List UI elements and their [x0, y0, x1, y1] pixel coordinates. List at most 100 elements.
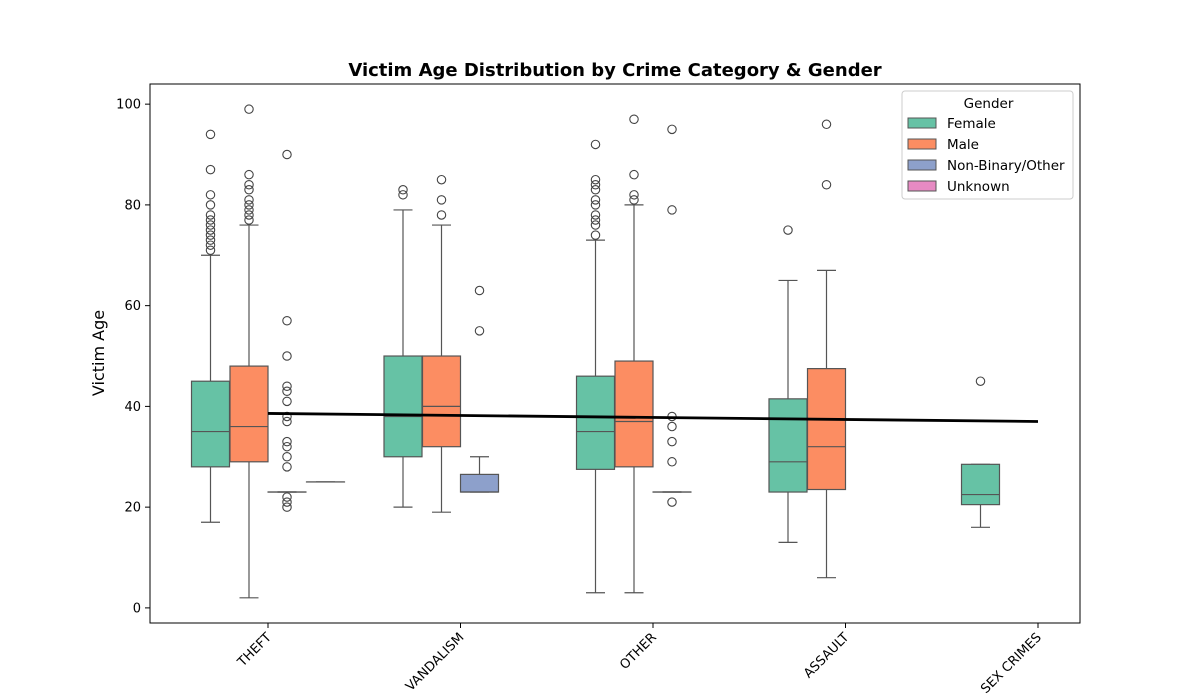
outlier-point [282, 441, 292, 452]
outlier-point [205, 225, 216, 235]
iqr-box [421, 355, 462, 448]
outlier-point [244, 215, 254, 225]
outlier-point [667, 497, 677, 507]
outlier-point [590, 210, 601, 220]
box-male-other [614, 114, 654, 594]
outlier-point [667, 421, 677, 432]
iqr-box [806, 368, 847, 491]
box-non-binary-other-other [652, 124, 692, 507]
y-tick-label: 80 [124, 198, 141, 213]
outlier-point [667, 436, 677, 447]
iqr-box [229, 365, 269, 463]
box-non-binary-other-theft [267, 149, 307, 512]
outlier-point [629, 195, 639, 205]
legend-swatch-non-binary-other [907, 159, 937, 171]
outlier-point [282, 462, 292, 472]
outlier-point [282, 149, 292, 160]
outlier-point [590, 230, 601, 240]
outlier-point [436, 210, 447, 220]
outlier-point [282, 416, 292, 427]
legend-label-female: Female [947, 116, 996, 132]
outlier-point [436, 174, 447, 185]
box-male-theft [229, 104, 269, 599]
box-female-vandalism [383, 185, 423, 508]
outlier-point [282, 497, 292, 507]
outlier-point [244, 200, 254, 210]
outlier-point [590, 220, 601, 230]
trend-line [267, 412, 1039, 423]
legend-swatch-unknown [907, 180, 937, 192]
box-female-theft [190, 129, 231, 523]
outlier-point [205, 230, 216, 240]
outlier-point [590, 185, 601, 195]
outlier-point [205, 245, 216, 255]
iqr-box [190, 380, 231, 468]
outlier-point [821, 119, 832, 130]
legend: Gender Female Male Non-Binary/Other Unknown [901, 90, 1074, 200]
iqr-box [459, 473, 500, 493]
outlier-point [590, 179, 601, 190]
outlier-point [205, 190, 216, 200]
outlier-point [282, 436, 292, 447]
outlier-point [205, 200, 216, 210]
outlier-point [975, 376, 986, 386]
outlier-point [629, 190, 639, 200]
iqr-box [768, 398, 808, 493]
iqr-box [960, 463, 1001, 506]
chart-title: Victim Age Distribution by Crime Categor… [348, 60, 881, 81]
outlier-point [282, 492, 292, 502]
outlier-point [282, 502, 292, 512]
legend-swatch-female [907, 117, 937, 129]
y-tick-label: 20 [124, 501, 141, 516]
outlier-point [244, 169, 254, 180]
outlier-point [205, 215, 216, 225]
y-axis-label: Victim Age [89, 310, 108, 396]
y-tick-label: 100 [116, 98, 141, 113]
legend-label-male: Male [947, 137, 979, 153]
outlier-point [244, 205, 254, 215]
legend-box [901, 90, 1074, 200]
outlier-point [282, 316, 292, 326]
axes-frame [149, 83, 1081, 624]
outlier-point [205, 129, 216, 140]
box-female-other [575, 139, 616, 594]
outlier-point [398, 190, 408, 200]
legend-label-unknown: Unknown [947, 179, 1010, 195]
outlier-point [205, 235, 216, 245]
outlier-point [667, 457, 677, 467]
outlier-point [667, 205, 677, 215]
box-non-binary-other-vandalism [459, 285, 500, 493]
outlier-point [205, 240, 216, 250]
y-tick-label: 40 [124, 400, 141, 415]
outlier-point [282, 452, 292, 462]
outlier-point [205, 164, 216, 175]
y-tick-label: 60 [124, 299, 141, 314]
y-tick-label: 0 [133, 601, 141, 616]
iqr-box [383, 355, 423, 458]
outlier-point [244, 179, 254, 190]
outlier-point [783, 225, 793, 235]
outlier-point [590, 200, 601, 210]
outlier-point [590, 174, 601, 185]
outlier-point [667, 124, 677, 135]
legend-label-non-binary-other: Non-Binary/Other [947, 158, 1065, 174]
box-female-assault [768, 225, 808, 544]
iqr-box [614, 360, 654, 468]
box-female-sex-crimes [960, 376, 1001, 528]
outlier-point [244, 185, 254, 195]
outlier-point [244, 104, 254, 114]
legend-title: Gender [964, 96, 1014, 112]
outlier-point [244, 210, 254, 220]
outlier-point [474, 285, 485, 296]
legend-swatch-male [907, 138, 937, 150]
outlier-point [436, 195, 447, 205]
plot-area [190, 104, 1039, 599]
outlier-point [282, 351, 292, 361]
outlier-point [590, 139, 601, 150]
box-male-assault [806, 119, 847, 579]
outlier-point [244, 195, 254, 205]
outlier-point [205, 210, 216, 220]
outlier-point [205, 220, 216, 230]
box-male-vandalism [421, 174, 462, 513]
